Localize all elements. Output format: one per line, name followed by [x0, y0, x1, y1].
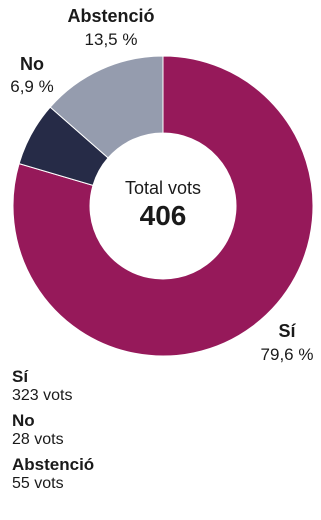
- slice-label-no-name: No: [20, 54, 44, 74]
- center-total-value: 406: [140, 200, 187, 231]
- slice-label-si-name: Sí: [278, 321, 296, 341]
- legend-si-votes: 323 vots: [12, 387, 73, 404]
- legend-abstencio-name: Abstenció: [12, 455, 95, 474]
- center-label: Total vots 406: [125, 178, 201, 231]
- slice-label-no-percent: 6,9 %: [10, 77, 53, 96]
- donut-chart: Total vots 406 Sí 79,6 % No 6,9 % Absten…: [10, 6, 314, 364]
- slice-label-abstencio-percent: 13,5 %: [85, 30, 138, 49]
- slice-label-abstencio: Abstenció 13,5 %: [67, 6, 154, 49]
- slice-label-no: No 6,9 %: [10, 54, 53, 96]
- legend-no-name: No: [12, 411, 35, 430]
- center-caption: Total vots: [125, 178, 201, 198]
- donut-slices: [12, 55, 314, 357]
- donut-slice-si: [12, 55, 314, 357]
- slice-label-abstencio-name: Abstenció: [67, 6, 154, 26]
- legend-si-name: Sí: [12, 367, 29, 386]
- legend-item-no: No 28 vots: [12, 411, 312, 449]
- legend-abstencio-votes: 55 vots: [12, 475, 64, 492]
- legend-item-si: Sí 323 vots: [12, 367, 312, 405]
- legend-no-votes: 28 vots: [12, 431, 64, 448]
- slice-label-si: Sí 79,6 %: [261, 321, 314, 364]
- slice-label-si-percent: 79,6 %: [261, 345, 314, 364]
- legend-item-abstencio: Abstenció 55 vots: [12, 455, 312, 493]
- vote-legend: Sí 323 vots No 28 vots Abstenció 55 vots: [12, 367, 312, 499]
- donut-slice-abstencio: [49, 55, 164, 159]
